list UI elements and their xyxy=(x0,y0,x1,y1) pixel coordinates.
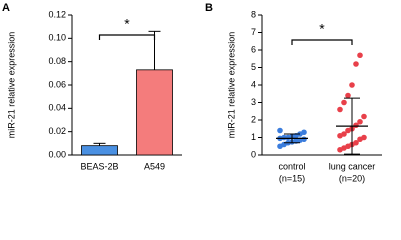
panel-label: A xyxy=(2,2,10,14)
significance-label: * xyxy=(319,21,325,37)
y-tick-label: 7 xyxy=(251,27,256,37)
y-tick-label: 5 xyxy=(251,62,256,72)
data-point xyxy=(301,129,307,136)
y-tick-label: 0.02 xyxy=(48,126,66,136)
y-tick-label: 0 xyxy=(251,149,256,159)
data-point xyxy=(357,52,363,59)
x-tick-note: (n=20) xyxy=(339,173,365,183)
figure: A B miR-21 relative expression 0.00 0.02 0.… xyxy=(2,2,382,183)
y-tick-label: 4 xyxy=(251,79,256,89)
x-tick-note: (n=15) xyxy=(279,173,305,183)
data-point xyxy=(353,139,359,146)
data-point xyxy=(349,82,355,88)
data-point xyxy=(345,92,351,99)
data-point xyxy=(301,136,307,143)
y-axis-label: miR-21 relative expression xyxy=(226,32,236,139)
y-tick-label: 0.06 xyxy=(48,79,66,89)
x-tick-label: lung cancer xyxy=(329,161,376,171)
data-point xyxy=(341,131,347,137)
data-point xyxy=(353,61,359,67)
data-point xyxy=(337,106,343,113)
y-axis-label: miR-21 relative expression xyxy=(6,32,16,139)
data-point xyxy=(361,134,367,141)
y-tick-label: 3 xyxy=(251,97,256,107)
significance-bracket xyxy=(291,39,353,45)
data-point xyxy=(357,118,363,125)
x-tick-label: control xyxy=(278,161,305,171)
x-tick-label: BEAS-2B xyxy=(80,161,118,171)
x-tick-label: A549 xyxy=(144,161,165,171)
y-tick-label: 2 xyxy=(251,114,256,124)
y-tick-label: 0.00 xyxy=(48,149,66,159)
data-point xyxy=(277,127,283,134)
data-point xyxy=(361,113,367,120)
significance-bracket xyxy=(98,34,156,40)
y-tick-label: 8 xyxy=(251,9,256,19)
y-tick-label: 0.10 xyxy=(48,33,66,43)
bar xyxy=(136,69,173,156)
data-point xyxy=(341,99,347,106)
y-tick-label: 0.04 xyxy=(48,103,66,113)
panel-label: B xyxy=(205,2,213,14)
y-tick-label: 0.08 xyxy=(48,56,66,66)
y-tick-label: 6 xyxy=(251,44,256,54)
bar xyxy=(81,145,118,156)
y-tick-label: 0.12 xyxy=(48,9,66,19)
y-tick-label: 1 xyxy=(251,132,256,142)
significance-label: * xyxy=(124,16,130,32)
